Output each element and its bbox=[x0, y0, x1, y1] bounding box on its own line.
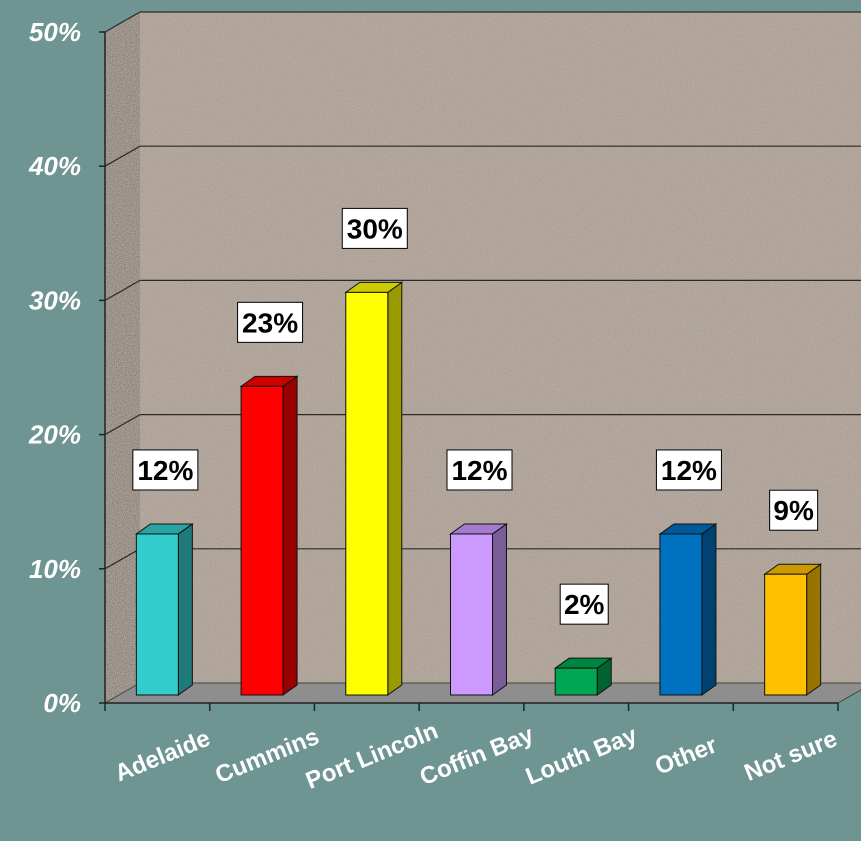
gridline-side bbox=[104, 548, 141, 570]
data-label-text: 2% bbox=[564, 589, 605, 620]
data-label-text: 12% bbox=[661, 455, 717, 486]
gridline-side bbox=[104, 145, 141, 167]
data-label: 23% bbox=[237, 301, 304, 343]
data-label-text: 23% bbox=[242, 307, 298, 338]
data-label-box bbox=[132, 449, 199, 491]
data-label-text: 12% bbox=[137, 455, 193, 486]
bar-side bbox=[492, 522, 507, 696]
data-label-box bbox=[559, 583, 609, 625]
data-label-box bbox=[237, 301, 304, 343]
bar-front bbox=[764, 573, 808, 696]
bar bbox=[658, 522, 718, 696]
x-tick-label: Port Lincoln bbox=[302, 717, 442, 794]
y-tick-label: 0% bbox=[43, 688, 81, 718]
x-tick-label: Other bbox=[651, 732, 720, 781]
gridline-side bbox=[104, 279, 141, 301]
data-label: 9% bbox=[769, 489, 819, 531]
y-tick-label: 20% bbox=[28, 420, 81, 450]
y-tick-label: 40% bbox=[28, 151, 81, 181]
bar-front bbox=[345, 291, 389, 696]
data-label: 12% bbox=[446, 449, 513, 491]
x-tick-label: Adelaide bbox=[111, 725, 214, 788]
bar-front bbox=[450, 533, 493, 696]
data-label: 12% bbox=[655, 449, 722, 491]
y-tick-label: 50% bbox=[29, 17, 81, 47]
data-label-box bbox=[769, 489, 819, 531]
bar bbox=[344, 281, 404, 696]
bar bbox=[448, 522, 509, 696]
x-tick-label: Louth Bay bbox=[522, 721, 642, 790]
y-tick-label: 30% bbox=[29, 285, 81, 315]
bar bbox=[134, 522, 194, 696]
data-label-box bbox=[655, 449, 722, 491]
bar-front bbox=[659, 533, 703, 696]
bar bbox=[763, 563, 823, 696]
data-labels: 12% 23% 30% 12% 2% 12% 9% bbox=[132, 207, 819, 625]
data-label-text: 30% bbox=[347, 213, 403, 244]
side-wall bbox=[105, 12, 140, 703]
bar-side bbox=[701, 522, 717, 696]
data-label: 30% bbox=[341, 207, 408, 249]
bars bbox=[134, 281, 823, 696]
data-label: 2% bbox=[559, 583, 609, 625]
bar bbox=[553, 657, 613, 696]
data-label: 12% bbox=[132, 449, 199, 491]
data-label-text: 9% bbox=[773, 495, 814, 526]
bar-side bbox=[177, 522, 193, 696]
bar-side bbox=[806, 563, 822, 696]
gridline-side bbox=[104, 11, 141, 33]
bar-front bbox=[554, 667, 598, 696]
x-tick-label: Not sure bbox=[741, 725, 841, 787]
gridline-side bbox=[104, 414, 141, 436]
bar bbox=[239, 375, 299, 696]
data-label-text: 12% bbox=[451, 455, 507, 486]
bar-side bbox=[387, 281, 403, 696]
data-label-box bbox=[341, 207, 408, 249]
bar-side bbox=[282, 375, 298, 696]
bar-front bbox=[135, 533, 179, 696]
y-tick-label: 10% bbox=[29, 554, 81, 584]
bar-front bbox=[240, 385, 284, 696]
data-label-box bbox=[446, 449, 513, 491]
